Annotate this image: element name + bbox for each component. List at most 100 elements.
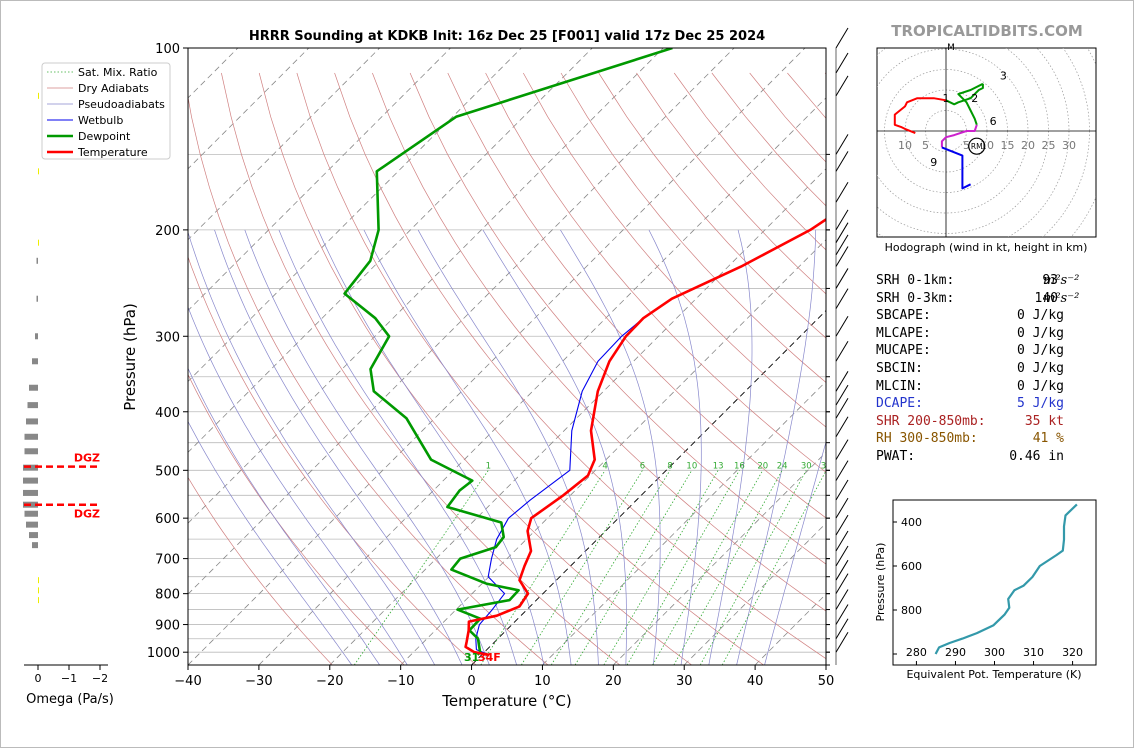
chart-title: HRRR Sounding at KDKB Init: 16z Dec 25 [… — [249, 29, 765, 44]
y-tick-label: 100 — [155, 42, 180, 57]
x-tick-label: −30 — [245, 674, 272, 689]
stats-row: MLCAPE: 0 J/kg — [876, 325, 1116, 343]
pseudoadiabat — [648, 229, 702, 653]
theta-e-x-tick-label: 300 — [984, 646, 1005, 659]
theta-e-x-axis-label: Equivalent Pot. Temperature (K) — [906, 668, 1081, 681]
pseudoadiabat — [512, 652, 517, 665]
hodograph-height-label: 3 — [1000, 70, 1007, 83]
hodograph-height-label: 6 — [990, 115, 997, 128]
legend-label: Temperature — [77, 146, 148, 159]
stats-table: SRH 0-1km: 93 m²s⁻² SRH 0-3km: 140 m²s⁻² SBCAP… — [876, 272, 1116, 466]
hodograph-segment — [941, 146, 972, 190]
dry-adiabat — [188, 476, 333, 665]
mixing-ratio-label: 30 — [801, 461, 812, 471]
omega-tick-label: −2 — [92, 672, 108, 685]
wind-barb — [835, 604, 849, 625]
stats-value: 140 — [1034, 290, 1058, 306]
stats-value: 0.46 in — [1009, 448, 1064, 464]
wind-barb — [835, 268, 849, 289]
omega-tick-label: 0 — [35, 672, 42, 685]
omega-bar — [27, 402, 38, 409]
x-tick-label: 20 — [605, 674, 622, 689]
hodograph-segment — [940, 124, 978, 148]
mixing-ratio-line — [574, 470, 693, 665]
theta-e-panel: 280 290 300 310 320 400 600 800 Equivalent Pot. … — [874, 499, 1097, 681]
hodograph-segment — [945, 83, 984, 106]
dry-adiabat — [522, 72, 826, 428]
pseudoadiabat — [342, 651, 353, 665]
legend-label: Dry Adiabats — [78, 82, 149, 95]
omega-bar — [32, 542, 38, 549]
theta-e-y-tick-label: 600 — [901, 560, 922, 573]
pseudoadiabat — [708, 652, 712, 665]
hodograph-segment — [893, 97, 947, 135]
wind-barb — [835, 209, 849, 231]
stats-unit: m²s⁻² — [1043, 273, 1080, 288]
stats-row: MLCIN: 0 J/kg — [876, 378, 1116, 396]
theta-e-y-axis-label: Pressure (hPa) — [874, 543, 887, 622]
stats-value: 93 — [1042, 273, 1058, 288]
surface-dewpoint-label: 31 — [464, 651, 479, 664]
stats-label: SBCIN: — [876, 360, 923, 376]
legend-label: Sat. Mix. Ratio — [78, 66, 158, 79]
stats-label: RH 300-850mb: — [876, 431, 978, 447]
pseudoadiabat — [767, 440, 826, 653]
hodograph-ring-label: 5 — [922, 139, 929, 152]
pseudoadiabat — [188, 230, 428, 653]
wind-barb — [835, 27, 849, 49]
wind-barb — [835, 341, 849, 362]
mixing-ratio-label: 6 — [640, 461, 645, 471]
wind-barb — [835, 545, 849, 567]
pseudoadiabat — [188, 306, 400, 653]
hodograph-m-label: M — [947, 43, 955, 53]
theta-e-box — [892, 499, 1097, 666]
mixing-ratio-line — [521, 470, 643, 665]
mixing-ratio-label: 16 — [734, 461, 745, 471]
storm-motion-circle — [968, 137, 986, 155]
isotherm-line — [329, 168, 826, 665]
stats-value: 0 J/kg — [1017, 325, 1064, 341]
hodograph-caption: Hodograph (wind in kt, height in km) — [885, 241, 1088, 254]
pseudoadiabat — [680, 652, 684, 665]
y-tick-label: 700 — [155, 553, 180, 568]
wind-barb — [835, 246, 849, 267]
x-tick-label: 50 — [818, 674, 835, 689]
hodograph-ring-label: 20 — [1021, 139, 1035, 152]
stats-label: MUCAPE: — [876, 343, 931, 359]
omega-bar — [26, 521, 38, 528]
omega-bar — [36, 295, 38, 302]
omega-bar — [26, 418, 38, 425]
isotherm-line — [542, 380, 826, 665]
pseudoadiabat — [710, 229, 753, 653]
hodograph-ring-label: 5 — [963, 139, 970, 152]
omega-bar — [38, 92, 39, 99]
stats-value: 0 J/kg — [1017, 343, 1064, 359]
omega-bar — [38, 587, 39, 594]
theta-e-x-tick-label: 290 — [945, 646, 966, 659]
stats-value: 0 J/kg — [1017, 308, 1064, 324]
stats-row: SRH 0-3km: 140 m²s⁻² — [876, 290, 1116, 308]
omega-bar — [24, 510, 38, 517]
wind-barb — [835, 514, 849, 536]
legend-label: Dewpoint — [78, 130, 131, 143]
hodograph-ring-label: 30 — [1062, 139, 1076, 152]
y-tick-label: 500 — [155, 464, 180, 479]
theta-e-line — [934, 503, 1078, 655]
mixing-ratio-label: 4 — [602, 461, 607, 471]
stats-row: SBCAPE: 0 J/kg — [876, 307, 1116, 325]
hodograph-height-label: 1 — [943, 92, 950, 105]
omega-bar — [35, 333, 38, 340]
isotherm-line — [188, 48, 806, 665]
x-tick-label: −20 — [316, 674, 343, 689]
dry-adiabat — [258, 72, 692, 665]
hodograph-height-label: 9 — [930, 156, 937, 169]
dry-adiabat — [372, 72, 826, 612]
pseudoadiabat — [417, 229, 599, 653]
mixing-ratio-line — [603, 470, 719, 665]
mixing-ratio-label: 24 — [777, 461, 788, 471]
skewt-plot-area: 1 4 6 8 10 13 16 20 24 30 36 — [188, 48, 826, 665]
mixing-ratio-line — [626, 470, 740, 665]
hodograph-height-label: 2 — [971, 92, 978, 105]
